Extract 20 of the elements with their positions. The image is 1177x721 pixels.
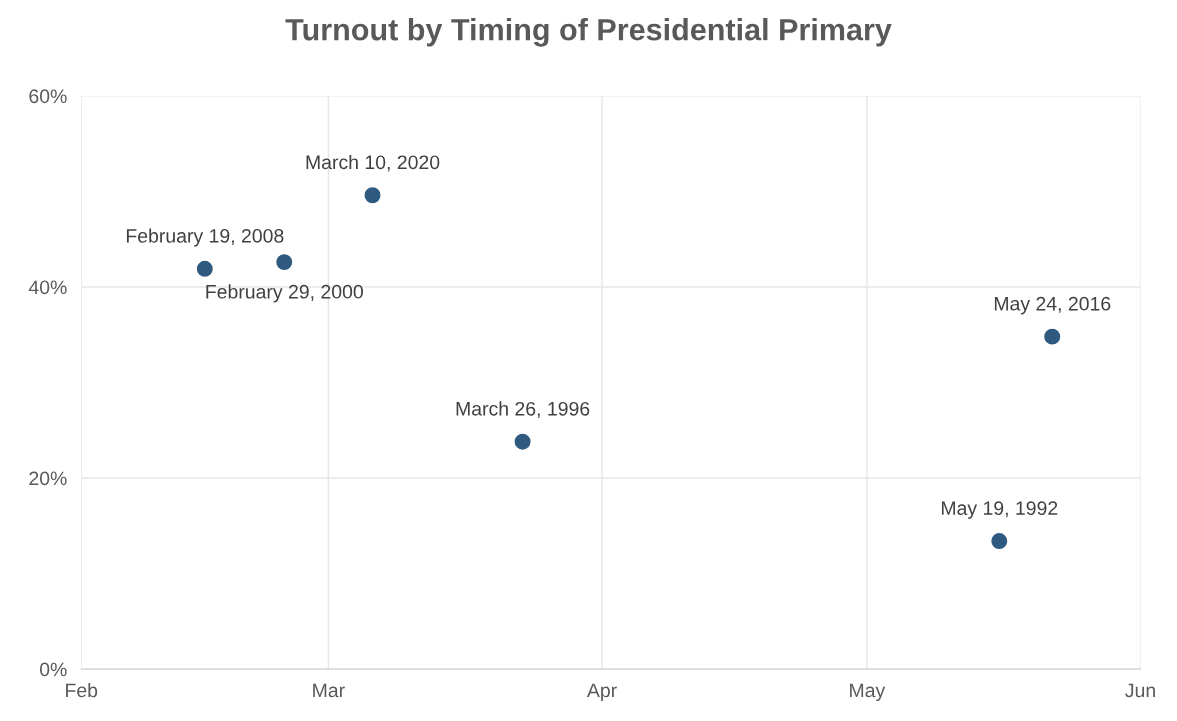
y-tick-label: 0% (39, 662, 67, 677)
x-tick-label: May (850, 683, 886, 702)
y-tick-label: 60% (29, 89, 67, 104)
y-tick-label: 40% (28, 280, 67, 295)
point (991, 533, 1008, 550)
x-tick-label: Mar (313, 683, 345, 698)
x-tick-label: Apr (586, 683, 617, 702)
point (276, 254, 293, 271)
annotation: February 29, 2000 (206, 284, 363, 303)
point (1044, 328, 1061, 345)
point (196, 260, 213, 277)
chart-title: Turnout by Timing of Presidential Primary (285, 18, 892, 47)
annotation: February 19, 2008 (126, 228, 284, 247)
annotation: May 19, 1992 (941, 501, 1058, 519)
x-tick-label: Feb (66, 682, 98, 698)
annotation: May 24, 2016 (994, 296, 1111, 315)
x-tick-label: Jun (1125, 683, 1155, 698)
y-tick-label: 20% (29, 471, 67, 486)
annotation: March 26, 1996 (456, 401, 590, 418)
annotation: March 10, 2020 (306, 154, 440, 172)
